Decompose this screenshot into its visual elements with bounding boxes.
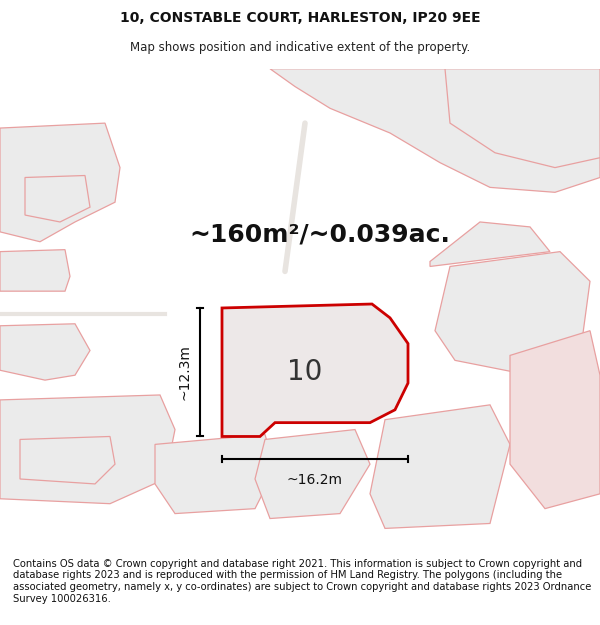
Polygon shape [20,436,115,484]
Polygon shape [0,324,90,380]
Polygon shape [155,434,275,514]
Text: Map shows position and indicative extent of the property.: Map shows position and indicative extent… [130,41,470,54]
Polygon shape [25,176,90,222]
Text: ~16.2m: ~16.2m [287,473,343,487]
Polygon shape [0,395,175,504]
Polygon shape [370,405,510,528]
Text: Contains OS data © Crown copyright and database right 2021. This information is : Contains OS data © Crown copyright and d… [13,559,592,604]
Text: ~160m²/~0.039ac.: ~160m²/~0.039ac. [190,223,451,247]
Polygon shape [222,304,408,436]
Polygon shape [0,249,70,291]
Polygon shape [510,331,600,509]
Polygon shape [0,123,120,242]
Polygon shape [430,222,550,266]
Text: 10: 10 [287,358,323,386]
Polygon shape [435,252,590,375]
Polygon shape [232,318,368,417]
Text: 10, CONSTABLE COURT, HARLESTON, IP20 9EE: 10, CONSTABLE COURT, HARLESTON, IP20 9EE [119,11,481,26]
Text: ~12.3m: ~12.3m [178,344,192,400]
Polygon shape [255,429,370,519]
Polygon shape [445,69,600,168]
Polygon shape [270,69,600,192]
